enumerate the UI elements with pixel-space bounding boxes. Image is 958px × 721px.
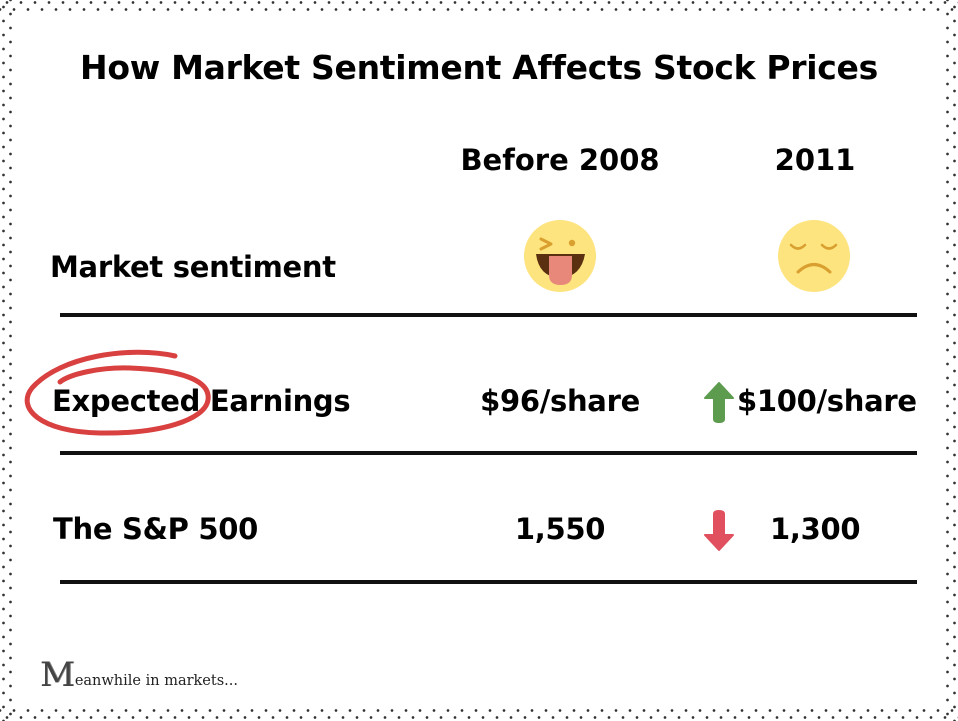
row-divider [60, 313, 917, 317]
row-divider [60, 451, 917, 455]
row-label-market-sentiment: Market sentiment [50, 250, 336, 284]
sad-face-icon [778, 220, 850, 292]
column-header-before-2008: Before 2008 [460, 143, 660, 177]
row-label-sp500: The S&P 500 [53, 512, 258, 546]
dotted-border-top [0, 0, 958, 14]
column-header-2011: 2011 [774, 143, 856, 177]
earnings-2011-value: $100/share [737, 384, 917, 418]
winking-tongue-face-icon [524, 220, 596, 292]
dotted-border-right [944, 0, 958, 721]
dotted-border-left [0, 0, 14, 721]
page-title: How Market Sentiment Affects Stock Price… [80, 48, 878, 87]
sp500-2011-value: 1,300 [770, 512, 861, 546]
row-divider [60, 580, 917, 584]
sp500-before-value: 1,550 [514, 512, 606, 546]
arrow-up-icon [704, 382, 734, 423]
earnings-before-value: $96/share [480, 384, 640, 418]
logo-text: eanwhile in markets... [74, 673, 238, 689]
card-background [14, 14, 944, 707]
logo-letter: M [40, 655, 75, 695]
dotted-border-bottom [0, 707, 958, 721]
row-label-expected-earnings: Expected Earnings [52, 384, 351, 418]
arrow-down-icon [704, 510, 734, 551]
footer-logo: M eanwhile in markets... [40, 658, 238, 692]
